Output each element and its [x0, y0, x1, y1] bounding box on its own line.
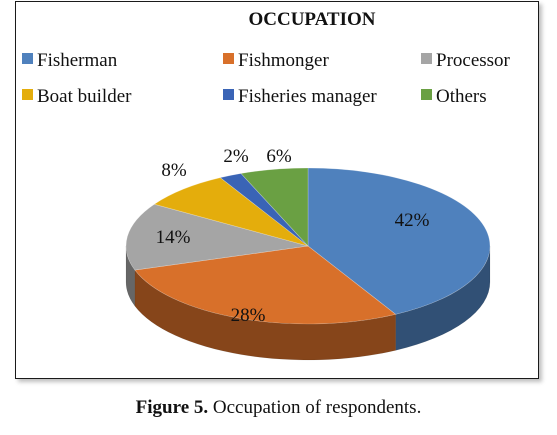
- slice-processor: [125, 203, 309, 271]
- legend-item-boat-builder: Boat builder: [22, 86, 132, 107]
- legend-swatch-fishmonger: [223, 53, 234, 64]
- pie-top: [125, 167, 491, 325]
- legend-label-fishmonger: Fishmonger: [238, 50, 329, 71]
- slice-fisheries-manager: [219, 173, 309, 247]
- chart-title: OCCUPATION: [248, 9, 375, 30]
- data-label-fisherman: 42%: [395, 210, 430, 231]
- legend-item-others: Others: [421, 86, 487, 107]
- legend-swatch-fisherman: [22, 53, 33, 64]
- pie-data-labels: 42% 28% 14% 8% 2% 6%: [156, 146, 430, 326]
- slice-fishmonger: [134, 245, 397, 325]
- legend-label-processor: Processor: [436, 50, 511, 71]
- legend-swatch-boat-builder: [22, 89, 33, 100]
- data-label-processor: 14%: [156, 227, 191, 248]
- figure-caption: Figure 5. Occupation of respondents.: [0, 397, 557, 419]
- slice-boat-builder: [153, 177, 309, 247]
- slice-fisherman: [307, 167, 491, 315]
- slice-side-processor: [125, 245, 136, 307]
- legend-swatch-processor: [421, 53, 432, 64]
- caption-label: Figure 5.: [135, 397, 209, 418]
- legend-label-boat-builder: Boat builder: [37, 86, 132, 107]
- data-label-fishmonger: 28%: [231, 305, 266, 326]
- legend-label-fisherman: Fisherman: [37, 50, 118, 71]
- slice-others: [240, 167, 309, 247]
- legend-item-processor: Processor: [421, 50, 511, 71]
- legend-swatch-others: [421, 89, 432, 100]
- legend-label-others: Others: [436, 86, 487, 107]
- legend-swatch-fisheries-manager: [223, 89, 234, 100]
- legend-item-fisherman: Fisherman: [22, 50, 118, 71]
- legend-item-fisheries-manager: Fisheries manager: [223, 86, 377, 107]
- data-label-boat-builder: 8%: [161, 160, 187, 181]
- legend-label-fisheries-manager: Fisheries manager: [238, 86, 377, 107]
- data-label-fisheries-manager: 2%: [223, 146, 249, 167]
- data-label-others: 6%: [266, 146, 292, 167]
- pie-chart: OCCUPATION Fisherman Fishmonger Processor B…: [22, 9, 511, 361]
- caption-text: Occupation of respondents.: [208, 397, 422, 418]
- legend: Fisherman Fishmonger Processor Boat builder…: [22, 50, 511, 107]
- legend-item-fishmonger: Fishmonger: [223, 50, 329, 71]
